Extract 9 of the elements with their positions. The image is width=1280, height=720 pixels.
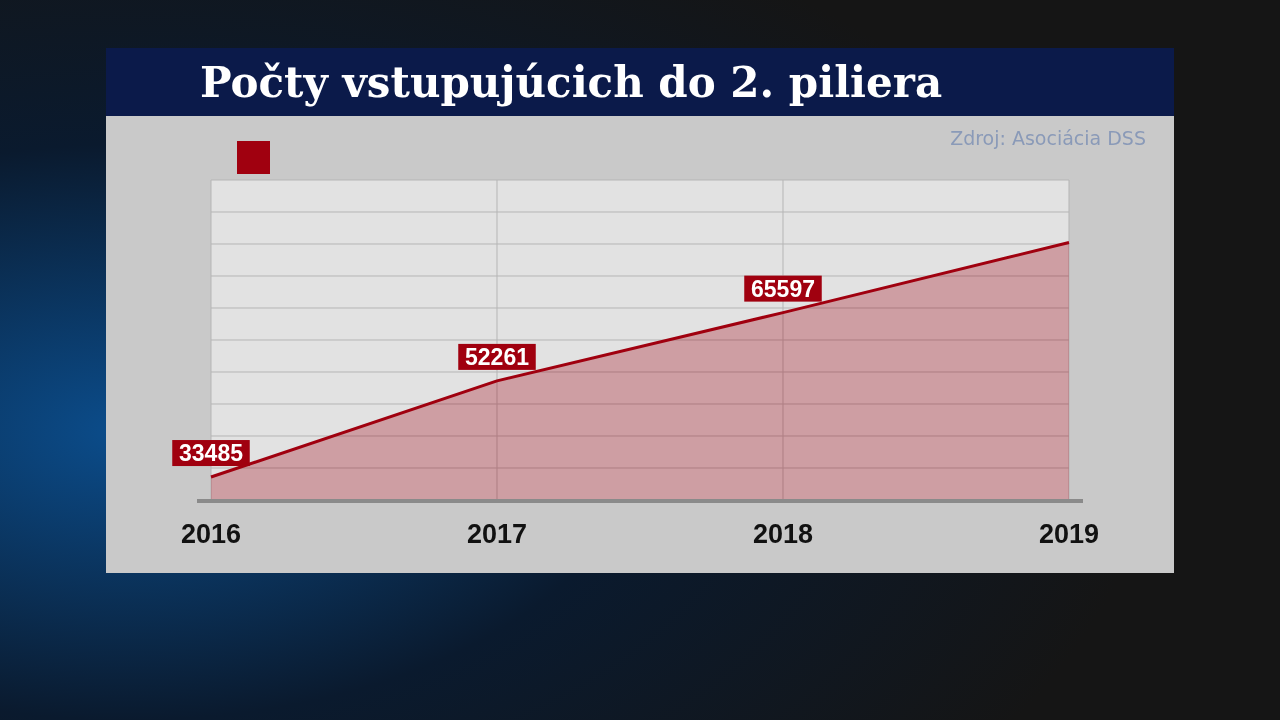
text: Zdroj: Asociácia DSS	[950, 127, 1146, 149]
data-label: 33485	[179, 440, 244, 467]
chart-title: Počty vstupujúcich do 2. piliera	[200, 58, 943, 107]
x-tick-label: 2018	[752, 519, 814, 549]
data-label: 52261	[465, 343, 530, 370]
x-tick-label: 2019	[1038, 519, 1100, 549]
x-tick-label: 2016	[180, 519, 242, 549]
data-label: 65597	[751, 275, 815, 302]
x-tick-label: 2017	[466, 519, 528, 549]
